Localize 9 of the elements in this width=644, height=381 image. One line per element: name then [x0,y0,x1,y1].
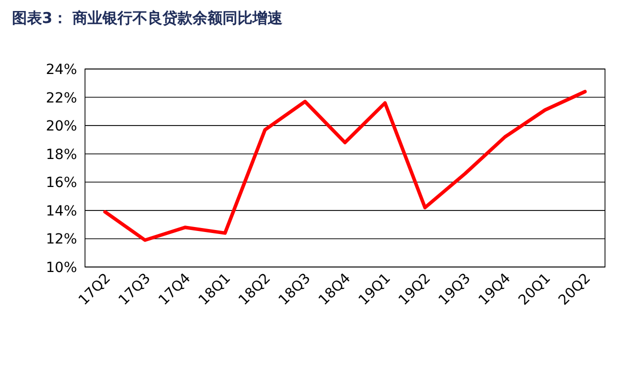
ytick: 16% [46,175,77,192]
ytick: 20% [46,118,77,135]
ytick: 12% [46,232,77,248]
title: 图表3： 商业银行不良贷款余额同比增速 [12,9,283,27]
ytick: 24% [46,62,77,78]
ytick: 22% [46,90,77,106]
ytick: 10% [46,260,77,276]
ytick: 14% [46,203,77,220]
ytick: 18% [46,146,77,163]
